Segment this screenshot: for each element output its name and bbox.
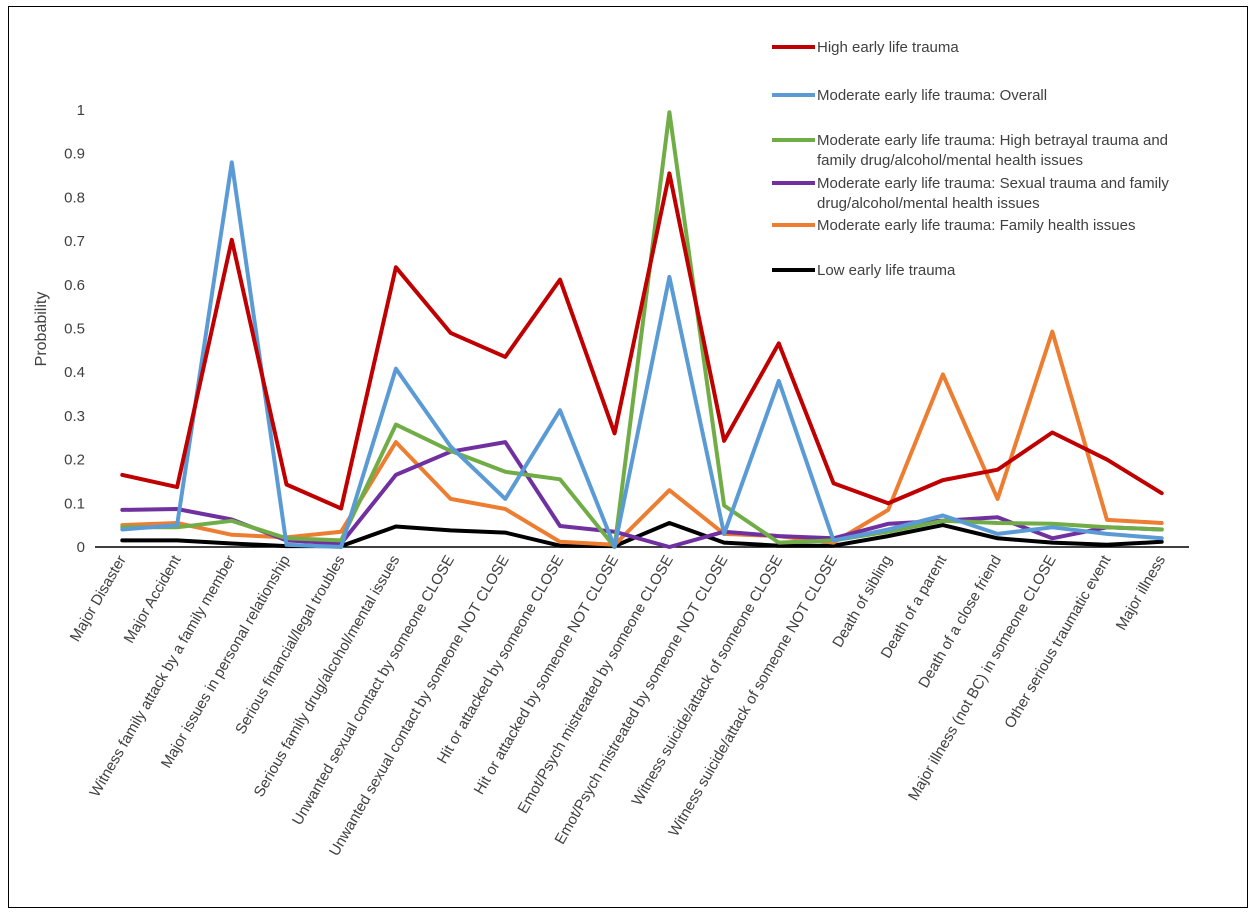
legend-label: Moderate early life trauma: Family healt… bbox=[817, 217, 1135, 234]
legend-label: drug/alcohol/mental health issues bbox=[817, 195, 1040, 212]
y-tick-label: 0.7 bbox=[64, 233, 85, 250]
y-tick-label: 0.3 bbox=[64, 408, 85, 425]
legend-label: Moderate early life trauma: High betraya… bbox=[817, 132, 1168, 149]
series-layer bbox=[120, 110, 1164, 549]
y-tick-label: 0.8 bbox=[64, 189, 85, 206]
y-tick-label: 0.9 bbox=[64, 146, 85, 163]
x-tick-label: Major illness bbox=[1113, 553, 1169, 634]
legend-label: Moderate early life trauma: Overall bbox=[817, 87, 1047, 104]
y-tick-label: 0.5 bbox=[64, 321, 85, 338]
legend-label: family drug/alcohol/mental health issues bbox=[817, 152, 1083, 169]
y-tick-label: 1 bbox=[77, 102, 85, 119]
x-tick-label: Other serious traumatic event bbox=[1001, 552, 1115, 732]
y-tick-label: 0.1 bbox=[64, 495, 85, 512]
y-tick-label: 0.4 bbox=[64, 364, 85, 381]
chart-frame: 0 0.1 0.2 0.3 0.4 0.5 0.6 0.7 0.8 0.9 1 Major Disas… bbox=[8, 6, 1248, 908]
series-line bbox=[120, 440, 1164, 549]
x-tick-label: Death of sibling bbox=[829, 553, 895, 651]
y-tick-label: 0.2 bbox=[64, 452, 85, 469]
legend: High early life trauma Moderate early lif… bbox=[772, 39, 1169, 279]
series-line bbox=[120, 329, 1164, 547]
series-line bbox=[120, 110, 1164, 549]
y-axis-label: Probability bbox=[33, 292, 50, 367]
y-tick-label: 0.6 bbox=[64, 277, 85, 294]
legend-label: Low early life trauma bbox=[817, 262, 956, 279]
legend-label: Moderate early life trauma: Sexual traum… bbox=[817, 175, 1169, 192]
series-line bbox=[120, 160, 1164, 549]
series-line bbox=[120, 171, 1164, 511]
x-tick-label: Serious financial/legal troubles bbox=[232, 553, 348, 738]
x-tick-label: Major Accident bbox=[121, 552, 185, 646]
line-chart: 0 0.1 0.2 0.3 0.4 0.5 0.6 0.7 0.8 0.9 1 Major Disas… bbox=[33, 39, 1189, 859]
x-tick-label: Major Disaster bbox=[67, 552, 130, 644]
legend-label: High early life trauma bbox=[817, 39, 959, 56]
y-tick-label: 0 bbox=[77, 539, 85, 556]
